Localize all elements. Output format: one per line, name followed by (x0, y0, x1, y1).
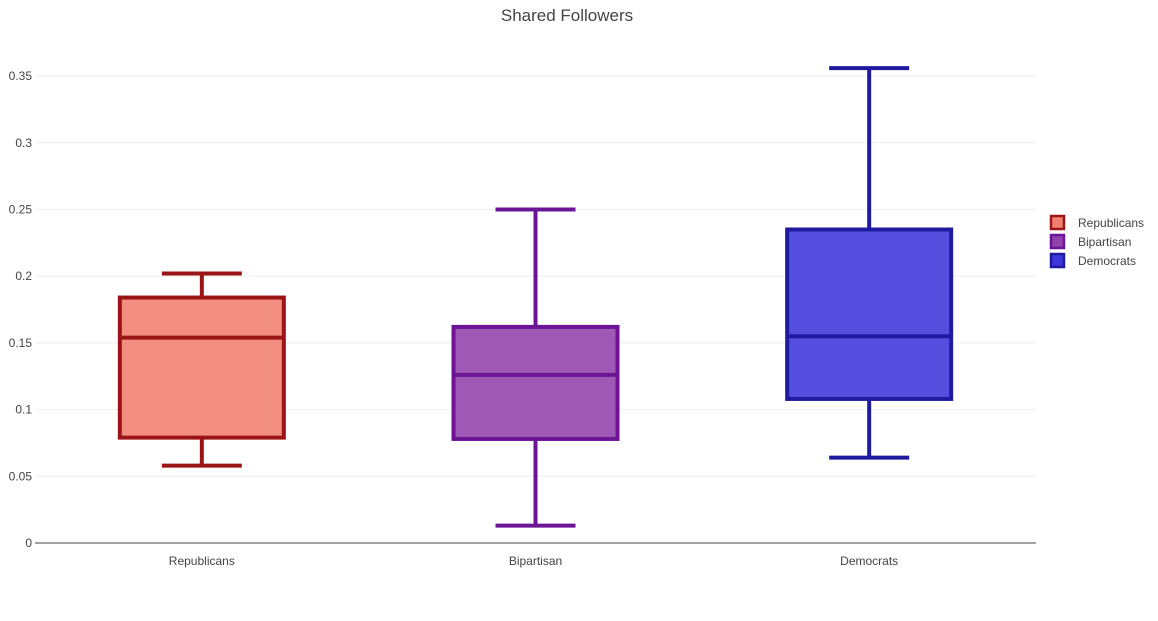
iqr-box (451, 324, 620, 441)
y-tick-label: 0.2 (15, 269, 32, 283)
legend-item-bipartisan: Bipartisan (1049, 233, 1131, 250)
legend-label: Republicans (1078, 216, 1144, 230)
iqr-box (785, 227, 954, 401)
box-democrats (785, 66, 954, 460)
chart-title: Shared Followers (501, 6, 633, 25)
y-tick-label: 0.05 (9, 469, 33, 483)
x-tick-label: Democrats (840, 554, 898, 568)
box-republicans (117, 271, 286, 468)
legend-label: Democrats (1078, 254, 1136, 268)
legend: Republicans Bipartisan Democrats (1049, 214, 1144, 269)
legend-swatch (1049, 252, 1066, 269)
box-bipartisan (451, 207, 620, 528)
y-tick-label: 0.1 (15, 403, 32, 417)
x-tick-label: Republicans (169, 554, 235, 568)
legend-item-democrats: Democrats (1049, 252, 1136, 269)
iqr-box (117, 295, 286, 440)
legend-label: Bipartisan (1078, 235, 1131, 249)
y-tick-label: 0.25 (9, 203, 33, 217)
x-tick-label: Bipartisan (509, 554, 562, 568)
x-axis: Republicans Bipartisan Democrats (35, 542, 1036, 568)
y-tick-label: 0.3 (15, 136, 32, 150)
boxes (117, 66, 954, 528)
y-axis: 0 0.05 0.1 0.15 0.2 0.25 0.3 0.35 (9, 69, 33, 550)
legend-item-republicans: Republicans (1049, 214, 1144, 231)
legend-swatch (1049, 233, 1066, 250)
legend-swatch (1049, 214, 1066, 231)
y-tick-label: 0.15 (9, 336, 33, 350)
y-tick-label: 0 (25, 536, 32, 550)
y-tick-label: 0.35 (9, 69, 33, 83)
